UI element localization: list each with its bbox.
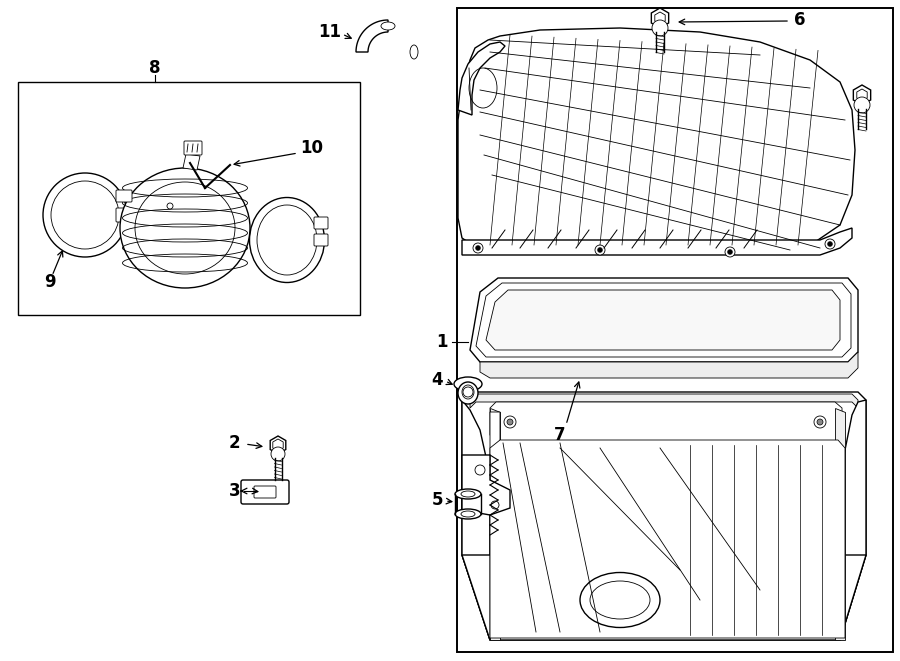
Polygon shape: [840, 400, 866, 640]
Circle shape: [475, 465, 485, 475]
Text: 1: 1: [436, 333, 448, 351]
Polygon shape: [270, 436, 286, 454]
Polygon shape: [462, 400, 490, 640]
Circle shape: [727, 249, 733, 254]
Text: 11: 11: [319, 23, 341, 41]
Ellipse shape: [454, 377, 482, 391]
Text: 6: 6: [794, 11, 806, 29]
Polygon shape: [835, 408, 845, 640]
Polygon shape: [458, 42, 505, 115]
Polygon shape: [462, 555, 866, 640]
Ellipse shape: [462, 385, 474, 399]
Circle shape: [473, 243, 483, 253]
Polygon shape: [490, 408, 500, 640]
Polygon shape: [462, 228, 852, 255]
Bar: [18, 82, 360, 315]
Ellipse shape: [381, 22, 395, 30]
FancyBboxPatch shape: [116, 190, 132, 202]
FancyBboxPatch shape: [314, 234, 328, 246]
Text: 8: 8: [149, 59, 161, 77]
Text: 5: 5: [431, 491, 443, 509]
Polygon shape: [476, 283, 851, 357]
Circle shape: [491, 501, 499, 509]
FancyBboxPatch shape: [254, 486, 276, 498]
Polygon shape: [470, 394, 858, 408]
Ellipse shape: [410, 45, 418, 59]
Text: 10: 10: [300, 139, 323, 157]
FancyBboxPatch shape: [314, 217, 328, 229]
Circle shape: [167, 203, 173, 209]
Circle shape: [825, 239, 835, 249]
Polygon shape: [486, 290, 840, 350]
Text: 3: 3: [229, 482, 240, 500]
Circle shape: [814, 416, 826, 428]
Ellipse shape: [455, 509, 481, 519]
Ellipse shape: [580, 572, 660, 627]
Polygon shape: [462, 455, 510, 515]
Polygon shape: [490, 412, 540, 635]
Polygon shape: [462, 392, 866, 640]
Text: 4: 4: [431, 371, 443, 389]
Circle shape: [507, 419, 513, 425]
FancyBboxPatch shape: [116, 208, 132, 222]
Polygon shape: [470, 278, 858, 362]
Text: 2: 2: [229, 434, 240, 452]
Circle shape: [854, 97, 870, 113]
Polygon shape: [458, 28, 855, 250]
Circle shape: [652, 20, 668, 36]
Circle shape: [271, 447, 285, 461]
Circle shape: [827, 241, 832, 247]
Polygon shape: [480, 352, 858, 378]
Bar: [457, 8, 893, 652]
Text: 9: 9: [44, 273, 56, 291]
FancyBboxPatch shape: [241, 480, 289, 504]
Polygon shape: [183, 154, 200, 170]
Circle shape: [598, 247, 602, 253]
Circle shape: [817, 419, 823, 425]
Ellipse shape: [458, 382, 478, 404]
Circle shape: [463, 387, 473, 397]
Polygon shape: [356, 20, 388, 52]
Polygon shape: [490, 440, 845, 638]
Circle shape: [504, 416, 516, 428]
Circle shape: [475, 245, 481, 251]
Circle shape: [725, 247, 735, 257]
Polygon shape: [490, 402, 842, 442]
Polygon shape: [652, 8, 669, 28]
Text: 7: 7: [554, 426, 566, 444]
Polygon shape: [853, 85, 870, 105]
Ellipse shape: [120, 168, 250, 288]
Circle shape: [595, 245, 605, 255]
FancyBboxPatch shape: [184, 141, 202, 155]
Ellipse shape: [455, 489, 481, 499]
